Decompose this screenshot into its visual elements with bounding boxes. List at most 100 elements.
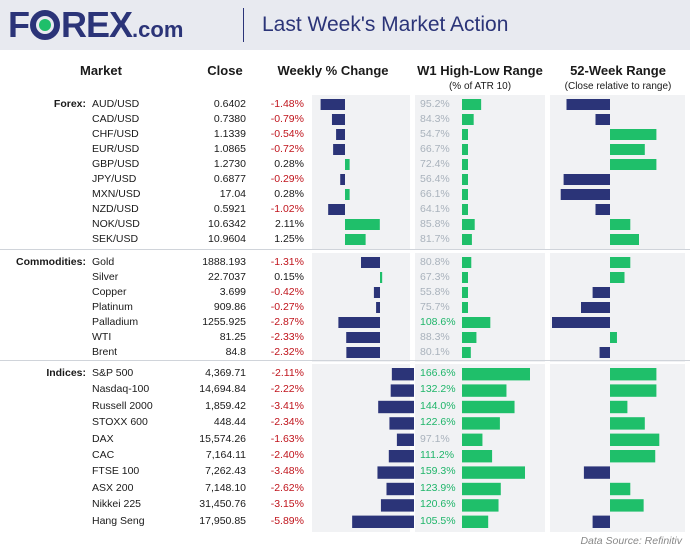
weekly-bar bbox=[346, 347, 380, 358]
w1-range-bar bbox=[462, 189, 468, 200]
weekly-change: -2.33% bbox=[270, 331, 304, 343]
close-value: 10.6342 bbox=[208, 218, 246, 230]
w1-range-value: 66.7% bbox=[420, 143, 450, 155]
weekly-change: -1.48% bbox=[270, 98, 304, 110]
market-name: FTSE 100 bbox=[92, 465, 140, 478]
weekly-bar bbox=[345, 219, 380, 230]
w1-range-bar bbox=[462, 450, 493, 463]
w1-range-value: 144.0% bbox=[420, 399, 456, 412]
group-separator bbox=[0, 360, 690, 361]
market-name: STOXX 600 bbox=[92, 416, 148, 429]
weekly-change: -2.34% bbox=[270, 416, 304, 429]
w1-range-value: 54.7% bbox=[420, 128, 450, 140]
close-value: 17.04 bbox=[219, 188, 246, 200]
range52-bar bbox=[610, 417, 645, 430]
weekly-bar bbox=[373, 287, 380, 298]
w1-range-bar bbox=[462, 417, 500, 430]
range52-bar bbox=[610, 433, 660, 446]
range52-bar bbox=[566, 99, 610, 110]
w1-range-value: 80.8% bbox=[420, 256, 450, 268]
weekly-bar bbox=[361, 257, 380, 268]
weekly-bar bbox=[377, 466, 414, 479]
weekly-change: -0.29% bbox=[270, 173, 304, 185]
forex-logo: F REX.com bbox=[8, 4, 183, 51]
range52-bar bbox=[581, 302, 610, 313]
market-name: WTI bbox=[92, 331, 112, 343]
column-panel bbox=[312, 253, 410, 362]
header-divider bbox=[243, 8, 244, 42]
weekly-bar bbox=[386, 482, 414, 496]
market-name: ASX 200 bbox=[92, 481, 134, 494]
range52-bar bbox=[610, 234, 639, 245]
close-value: 0.6402 bbox=[213, 98, 246, 110]
close-value: 0.6877 bbox=[213, 173, 246, 185]
weekly-change: -3.41% bbox=[270, 399, 304, 412]
weekly-bar bbox=[390, 384, 414, 397]
w1-range-value: 55.8% bbox=[420, 286, 450, 298]
weekly-change: 0.28% bbox=[274, 188, 304, 200]
market-name: Brent bbox=[92, 346, 118, 358]
market-name: Platinum bbox=[92, 301, 133, 313]
w1-range-bar bbox=[462, 302, 468, 313]
w1-range-bar bbox=[462, 368, 530, 381]
weekly-change: -1.31% bbox=[270, 256, 304, 268]
close-value: 1.1339 bbox=[213, 128, 246, 140]
weekly-bar bbox=[345, 234, 366, 245]
w1-range-bar bbox=[462, 234, 472, 245]
w1-range-value: 85.8% bbox=[420, 218, 450, 230]
range52-bar bbox=[610, 450, 656, 463]
w1-range-value: 84.3% bbox=[420, 113, 450, 125]
col-w1-subheader: (% of ATR 10) bbox=[448, 81, 512, 92]
w1-range-value: 80.1% bbox=[420, 346, 450, 358]
logo-domain: .com bbox=[132, 17, 184, 42]
close-value: 909.86 bbox=[213, 301, 246, 313]
column-panel bbox=[415, 253, 545, 362]
market-name: Palladium bbox=[92, 316, 139, 328]
weekly-bar bbox=[320, 99, 345, 110]
close-value: 10.9604 bbox=[208, 233, 246, 245]
w1-range-value: 123.9% bbox=[420, 481, 456, 494]
w1-range-bar bbox=[462, 219, 475, 230]
market-name: Nasdaq-100 bbox=[92, 383, 150, 396]
w1-range-bar bbox=[462, 204, 468, 215]
w1-range-bar bbox=[462, 347, 471, 358]
weekly-bar bbox=[396, 433, 414, 446]
weekly-change: 0.28% bbox=[274, 158, 304, 170]
logo-letter-f: F bbox=[8, 4, 30, 45]
weekly-change: -1.63% bbox=[270, 432, 304, 445]
close-value: 7,262.43 bbox=[205, 465, 246, 478]
market-name: Gold bbox=[92, 256, 115, 268]
market-name: Silver bbox=[92, 271, 119, 283]
col-52w-subheader: (Close relative to range) bbox=[564, 81, 672, 92]
weekly-change: -0.42% bbox=[270, 286, 304, 298]
close-value: 1,859.42 bbox=[205, 399, 246, 412]
close-value: 448.44 bbox=[213, 416, 246, 429]
weekly-bar bbox=[376, 302, 380, 313]
group-label: Forex: bbox=[53, 98, 86, 110]
w1-range-bar bbox=[462, 99, 482, 110]
w1-range-bar bbox=[462, 384, 507, 397]
data-source: Data Source: Refinitiv bbox=[580, 535, 682, 547]
weekly-change: -0.54% bbox=[270, 128, 304, 140]
w1-range-value: 105.5% bbox=[420, 514, 456, 527]
w1-range-value: 132.2% bbox=[420, 383, 456, 396]
range52-bar bbox=[595, 204, 610, 215]
market-name: S&P 500 bbox=[92, 367, 134, 379]
market-name: CAD/USD bbox=[92, 113, 140, 125]
range52-bar bbox=[610, 144, 645, 155]
weekly-change: -5.89% bbox=[270, 514, 304, 527]
w1-range-value: 166.6% bbox=[420, 367, 456, 379]
w1-range-bar bbox=[462, 129, 468, 140]
weekly-bar bbox=[345, 159, 350, 170]
weekly-bar bbox=[331, 114, 345, 125]
weekly-change: -3.48% bbox=[270, 465, 304, 478]
weekly-change: -2.62% bbox=[270, 481, 304, 494]
weekly-bar bbox=[336, 129, 345, 140]
w1-range-value: 111.2% bbox=[420, 449, 455, 461]
group-separator bbox=[0, 249, 690, 250]
market-name: AUD/USD bbox=[92, 98, 140, 110]
weekly-bar bbox=[380, 272, 383, 283]
range52-bar bbox=[583, 466, 610, 479]
market-name: EUR/USD bbox=[92, 143, 140, 155]
